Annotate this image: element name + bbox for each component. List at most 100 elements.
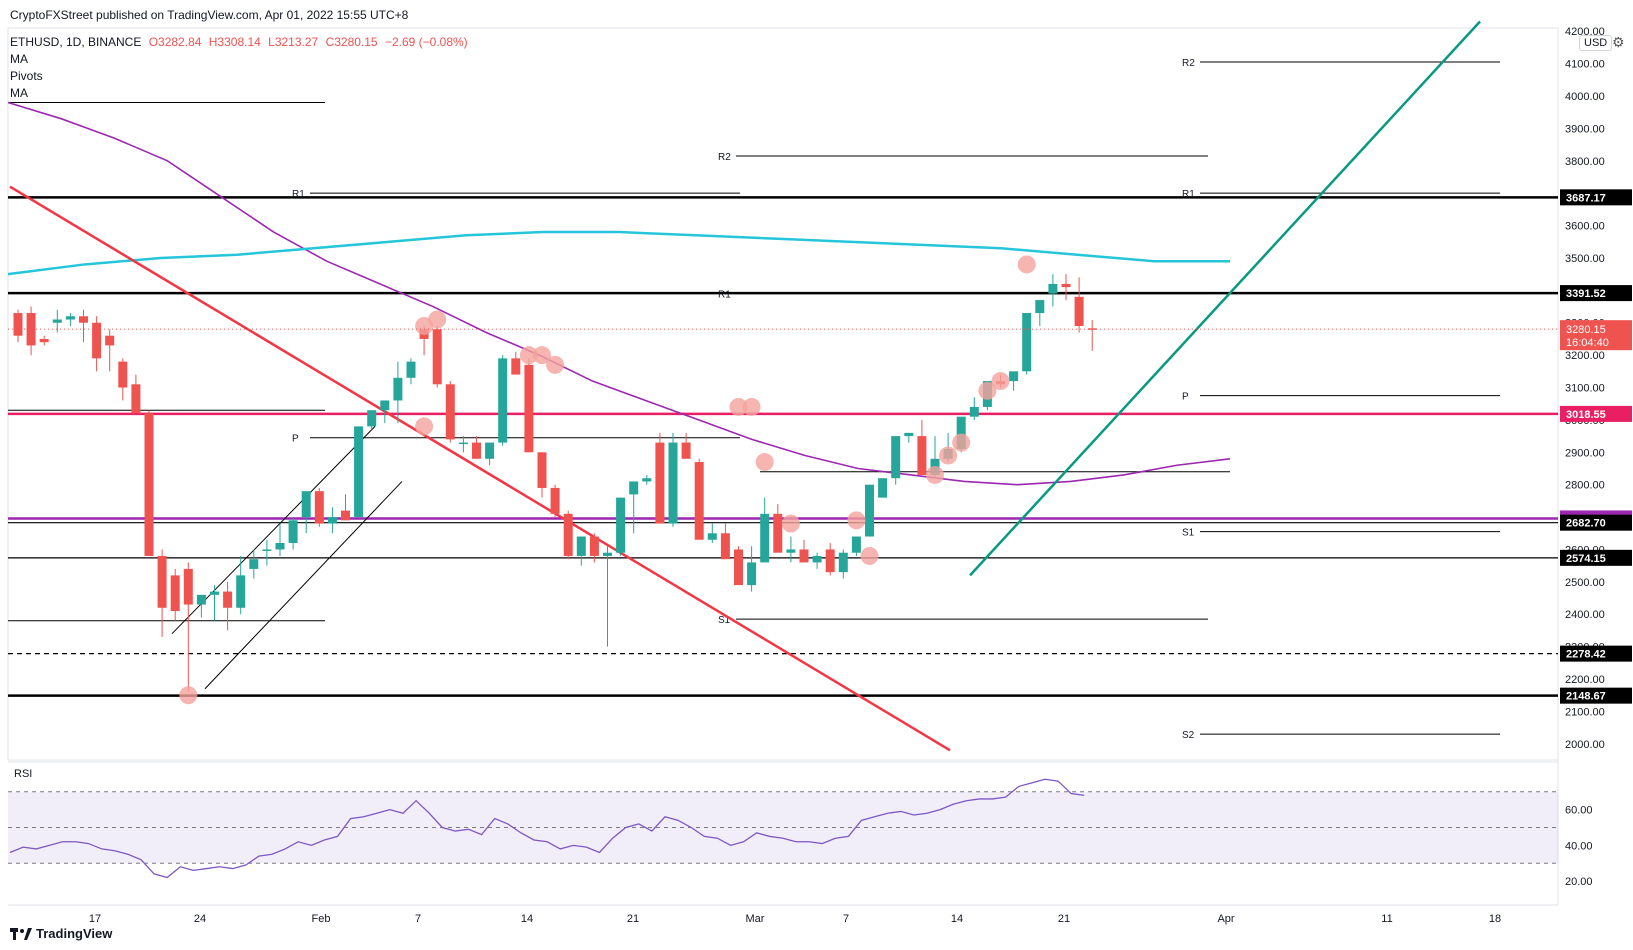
highlight-marker xyxy=(939,446,958,465)
candle-body xyxy=(105,335,115,346)
x-tick-label: Feb xyxy=(312,913,331,925)
y-tick-label: 3600.00 xyxy=(1565,221,1605,233)
candle-body xyxy=(1074,296,1084,326)
pivot-label: P xyxy=(292,434,299,445)
candle-body xyxy=(26,313,36,346)
rsi-label: RSI xyxy=(14,768,32,780)
pivot-label: R1 xyxy=(718,290,731,301)
x-tick-label: 14 xyxy=(951,913,963,925)
candle-body xyxy=(576,536,586,556)
candle-body xyxy=(39,338,49,343)
rsi-tick-label: 40.00 xyxy=(1565,840,1593,852)
candle-body xyxy=(773,513,783,553)
level-price-tag xyxy=(1560,645,1632,662)
highlight-marker xyxy=(847,511,866,530)
y-tick-label: 2500.00 xyxy=(1565,577,1605,589)
highlight-marker xyxy=(781,514,800,533)
candle-body xyxy=(196,594,206,605)
candle-body xyxy=(589,536,599,556)
candle-body xyxy=(485,442,495,459)
candle-body xyxy=(865,484,874,537)
y-tick-label: 3500.00 xyxy=(1565,253,1605,265)
highlight-marker xyxy=(415,417,434,436)
legend-indicator-ma-1[interactable]: MA xyxy=(10,52,28,66)
candle-body xyxy=(969,406,979,417)
level-price-tag xyxy=(1560,549,1632,566)
highlight-marker xyxy=(926,465,944,484)
x-tick-label: 24 xyxy=(194,913,206,925)
candle-body xyxy=(786,549,796,553)
candle-body xyxy=(393,377,403,401)
candle-body xyxy=(406,361,416,378)
y-tick-label: 4100.00 xyxy=(1565,59,1605,71)
candle-body xyxy=(65,316,75,320)
candle-body xyxy=(183,568,193,605)
legend-change: −2.69 (−0.08%) xyxy=(384,35,468,49)
candle-body xyxy=(498,358,508,443)
legend-open: O3282.84 xyxy=(148,35,202,49)
level-price-tag xyxy=(1560,687,1632,704)
level-price-label: 2682.70 xyxy=(1566,518,1606,530)
candle-body xyxy=(1035,300,1045,314)
candle-body xyxy=(275,542,285,550)
candle-body xyxy=(956,416,966,450)
candle-body xyxy=(1022,313,1032,372)
candle-body xyxy=(170,575,180,612)
pivot-label: R1 xyxy=(1182,189,1195,200)
y-tick-label: 4000.00 xyxy=(1565,91,1605,103)
candle-body xyxy=(118,361,128,388)
gear-icon[interactable]: ⚙ xyxy=(1612,34,1625,50)
legend-high: H3308.14 xyxy=(208,35,261,49)
level-price-label: 3018.55 xyxy=(1566,409,1606,421)
highlight-marker xyxy=(742,397,761,416)
candle-body xyxy=(314,491,324,524)
legend-indicator-ma-2[interactable]: MA xyxy=(10,86,28,100)
candle-body xyxy=(341,510,350,521)
candle-body xyxy=(511,358,521,375)
publisher-line: CryptoFXStreet published on TradingView.… xyxy=(10,8,409,22)
candle-body xyxy=(616,497,626,553)
red-downtrend-line xyxy=(9,185,951,752)
legend-indicator-pivots[interactable]: Pivots xyxy=(10,69,43,83)
x-tick-label: 7 xyxy=(415,913,421,925)
highlight-marker xyxy=(546,355,565,374)
candle-body xyxy=(13,313,23,336)
legend-symbol[interactable]: ETHUSD, 1D, BINANCE xyxy=(10,35,142,49)
candle-body xyxy=(458,442,468,445)
y-tick-label: 3100.00 xyxy=(1565,383,1605,395)
level-price-label: 2574.15 xyxy=(1566,553,1606,565)
candle-body xyxy=(524,364,534,453)
footer-brand: TradingView xyxy=(36,926,113,941)
candle-body xyxy=(878,478,888,498)
x-tick-label: Apr xyxy=(1217,913,1234,925)
currency-button[interactable]: USD xyxy=(1579,35,1613,51)
candle-body xyxy=(1009,371,1019,382)
candle-body xyxy=(249,559,259,569)
level-price-tag xyxy=(1560,405,1632,422)
candle-body xyxy=(799,549,809,563)
highlight-marker xyxy=(428,310,447,329)
candle-body xyxy=(760,513,770,563)
candle-body xyxy=(642,478,652,482)
y-tick-label: 2100.00 xyxy=(1565,706,1605,718)
rsi-tick-label: 20.00 xyxy=(1565,876,1593,888)
candle-body xyxy=(380,400,390,411)
candle-body xyxy=(131,384,141,414)
candle-body xyxy=(891,436,901,479)
current-price-label: 3280.15 xyxy=(1566,324,1606,336)
level-price-label: 3687.17 xyxy=(1566,192,1606,204)
legend-close: C3280.15 xyxy=(325,35,378,49)
candle-body xyxy=(825,549,835,573)
candle-body xyxy=(79,316,88,323)
pivot-label: S2 xyxy=(1182,730,1195,741)
x-tick-label: 18 xyxy=(1489,913,1501,925)
rsi-tick-label: 60.00 xyxy=(1565,805,1593,817)
candle-body xyxy=(603,552,612,556)
y-tick-label: 2800.00 xyxy=(1565,480,1605,492)
candle-body xyxy=(694,462,704,540)
candle-body xyxy=(563,513,573,556)
candle-body xyxy=(1061,283,1071,288)
highlight-marker xyxy=(860,546,879,565)
candle-body xyxy=(707,533,717,540)
